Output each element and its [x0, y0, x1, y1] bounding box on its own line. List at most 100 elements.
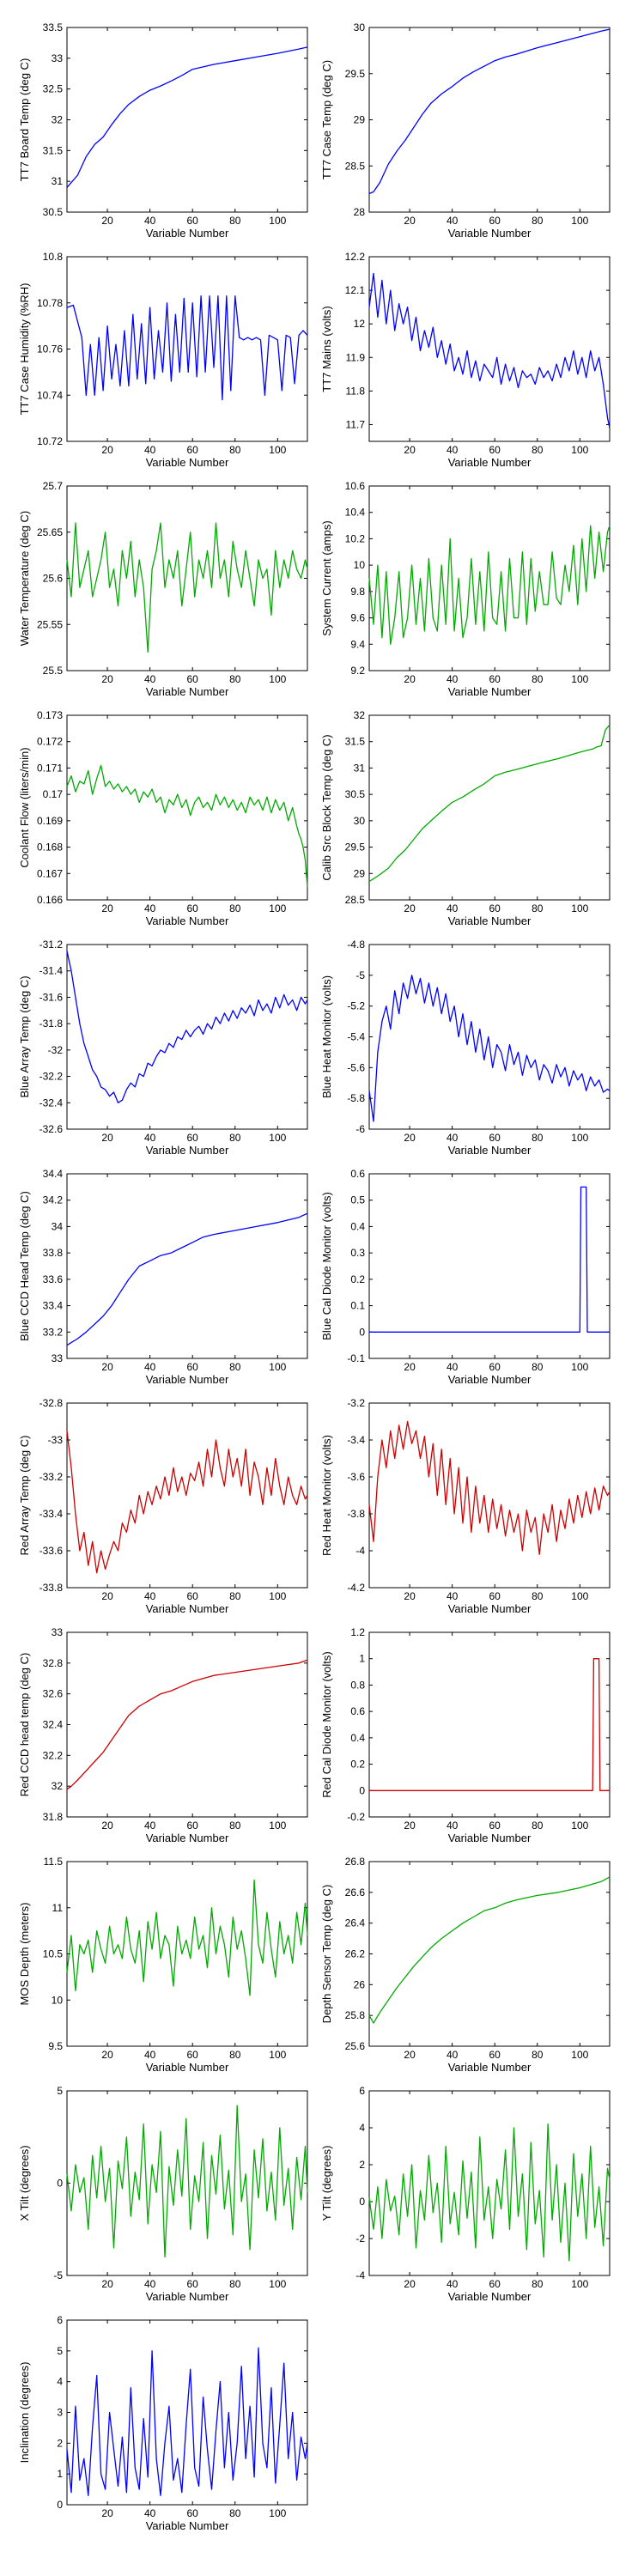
x-tick-label: 40	[447, 2049, 459, 2061]
x-tick-label: 20	[404, 444, 416, 456]
y-tick-label: 1	[57, 2468, 63, 2480]
y-axis-label: Blue Array Temp (deg C)	[18, 975, 31, 1097]
series-line	[368, 975, 611, 1122]
x-tick-label: 100	[269, 215, 286, 227]
y-tick-label: 26	[354, 1978, 366, 1990]
axes-frame	[66, 1631, 308, 1818]
x-axis-label: Variable Number	[146, 914, 229, 927]
x-tick-label: 40	[447, 673, 459, 685]
chart-15: 20 40 60 80 100 31.8 32 32.2 32.4 32.6 32.8 33 Varia…	[18, 1626, 308, 1844]
chart-7: 20 40 60 80 100 0.166 0.167 0.168 0.169 0.17 0.171…	[18, 709, 308, 927]
x-tick-label: 60	[187, 902, 199, 914]
y-tick-label: 33.8	[43, 1247, 64, 1259]
x-tick-label: 60	[187, 2049, 199, 2061]
series-line	[66, 295, 308, 401]
x-tick-label: 80	[532, 444, 544, 456]
y-tick-label: 25.65	[37, 526, 63, 538]
y-tick-label: 25.6	[345, 2040, 366, 2052]
chart-10: 20 40 60 80 100 -6 -5.8 -5.6 -5.4 -5.2 -5 -4.8 Varia…	[320, 939, 611, 1157]
x-tick-label: 60	[489, 1132, 501, 1144]
x-tick-label: 60	[187, 215, 199, 227]
y-axis-label: Blue Cal Diode Monitor (volts)	[320, 1192, 333, 1340]
x-axis-label: Variable Number	[146, 1832, 229, 1844]
x-tick-label: 80	[532, 2049, 544, 2061]
series-line	[66, 1212, 308, 1346]
x-axis-label: Variable Number	[146, 1373, 229, 1386]
x-tick-label: 40	[144, 1132, 156, 1144]
y-tick-label: 26.4	[345, 1917, 366, 1929]
x-tick-label: 100	[269, 1590, 286, 1602]
series-line	[66, 951, 308, 1103]
x-tick-label: 60	[187, 1361, 199, 1373]
y-tick-label: -31.2	[39, 939, 64, 951]
y-tick-label: 29.5	[345, 68, 366, 80]
x-tick-label: 80	[532, 2278, 544, 2290]
series-line	[368, 1876, 611, 2024]
axes-frame	[368, 1631, 611, 1818]
x-tick-label: 100	[571, 902, 588, 914]
y-tick-label: 31.8	[43, 1811, 64, 1823]
x-tick-label: 100	[269, 2278, 286, 2290]
y-tick-label: 34.2	[43, 1194, 64, 1206]
y-tick-label: 34	[52, 1220, 64, 1232]
x-tick-label: 20	[101, 444, 113, 456]
x-tick-label: 60	[489, 902, 501, 914]
y-tick-label: 10.6	[345, 480, 366, 492]
y-tick-label: 26.6	[345, 1886, 366, 1899]
y-tick-label: 0.4	[350, 1732, 365, 1744]
x-tick-label: 20	[404, 215, 416, 227]
chart-19: 20 40 60 80 100 -5 0 5 Variable Number X Tilt (de…	[18, 2085, 308, 2303]
series-line	[368, 724, 611, 883]
x-tick-label: 80	[229, 1132, 241, 1144]
chart-14: 20 40 60 80 100 -4.2 -4 -3.8 -3.6 -3.4 -3.2 Variabl…	[320, 1397, 611, 1615]
y-tick-label: 11.9	[346, 351, 366, 363]
x-tick-label: 60	[187, 673, 199, 685]
chart-16: 20 40 60 80 100 -0.2 0 0.2 0.4 0.6 0.8 1 1.2 Variable…	[320, 1626, 611, 1844]
series-line	[66, 46, 308, 188]
x-axis-label: Variable Number	[448, 1832, 532, 1844]
x-axis-label: Variable Number	[448, 1602, 532, 1615]
y-tick-label: -32	[48, 1044, 64, 1056]
series-line	[66, 1431, 308, 1574]
x-tick-label: 100	[571, 2278, 588, 2290]
y-tick-label: 32.8	[43, 1657, 64, 1669]
y-tick-label: 31	[354, 762, 366, 774]
y-axis-label: X Tilt (degrees)	[18, 2145, 31, 2221]
y-tick-label: -5	[355, 969, 365, 981]
x-tick-label: 20	[404, 2278, 416, 2290]
chart-18: 20 40 60 80 100 25.6 25.8 26 26.2 26.4 26.6 26.8 Var…	[320, 1856, 611, 2074]
y-tick-label: 32.4	[43, 1719, 64, 1731]
y-tick-label: -33	[48, 1434, 64, 1446]
y-axis-label: TT7 Case Humidity (%RH)	[18, 283, 31, 416]
y-tick-label: 33	[52, 52, 64, 64]
y-tick-label: 25.55	[37, 618, 63, 630]
y-tick-label: -5.6	[347, 1061, 365, 1073]
x-tick-label: 20	[404, 902, 416, 914]
x-tick-label: 60	[489, 215, 501, 227]
x-tick-label: 20	[101, 673, 113, 685]
y-tick-label: 28.5	[345, 894, 366, 906]
x-tick-label: 20	[101, 215, 113, 227]
y-tick-label: -32.4	[39, 1097, 64, 1109]
y-tick-label: 0.6	[350, 1705, 365, 1717]
chart-1: 20 40 60 80 100 30.5 31 31.5 32 32.5 33 33.5 Variabl…	[18, 21, 308, 240]
axes-frame	[368, 714, 611, 901]
axes-frame	[368, 1402, 611, 1589]
x-tick-label: 40	[447, 1590, 459, 1602]
chart-13: 20 40 60 80 100 -33.8 -33.6 -33.4 -33.2 -33 -32.8 V…	[18, 1397, 308, 1615]
y-tick-label: -5	[53, 2269, 63, 2281]
axes-frame	[66, 1861, 308, 2047]
chart-17: 20 40 60 80 100 9.5 10 10.5 11 11.5 Variable Numbe…	[18, 1856, 308, 2074]
y-tick-label: 10.2	[345, 532, 366, 544]
y-tick-label: 30.5	[43, 206, 64, 218]
y-tick-label: 0.173	[37, 709, 63, 721]
x-tick-label: 20	[404, 1820, 416, 1832]
y-tick-label: 0	[57, 2178, 63, 2190]
x-tick-label: 20	[101, 1132, 113, 1144]
y-tick-label: 11.8	[346, 385, 366, 397]
y-axis-label: Red Heat Monitor (volts)	[320, 1435, 333, 1556]
x-axis-label: Variable Number	[146, 1602, 229, 1615]
y-tick-label: 9.8	[350, 586, 365, 598]
y-tick-label: 0.5	[350, 1194, 365, 1206]
